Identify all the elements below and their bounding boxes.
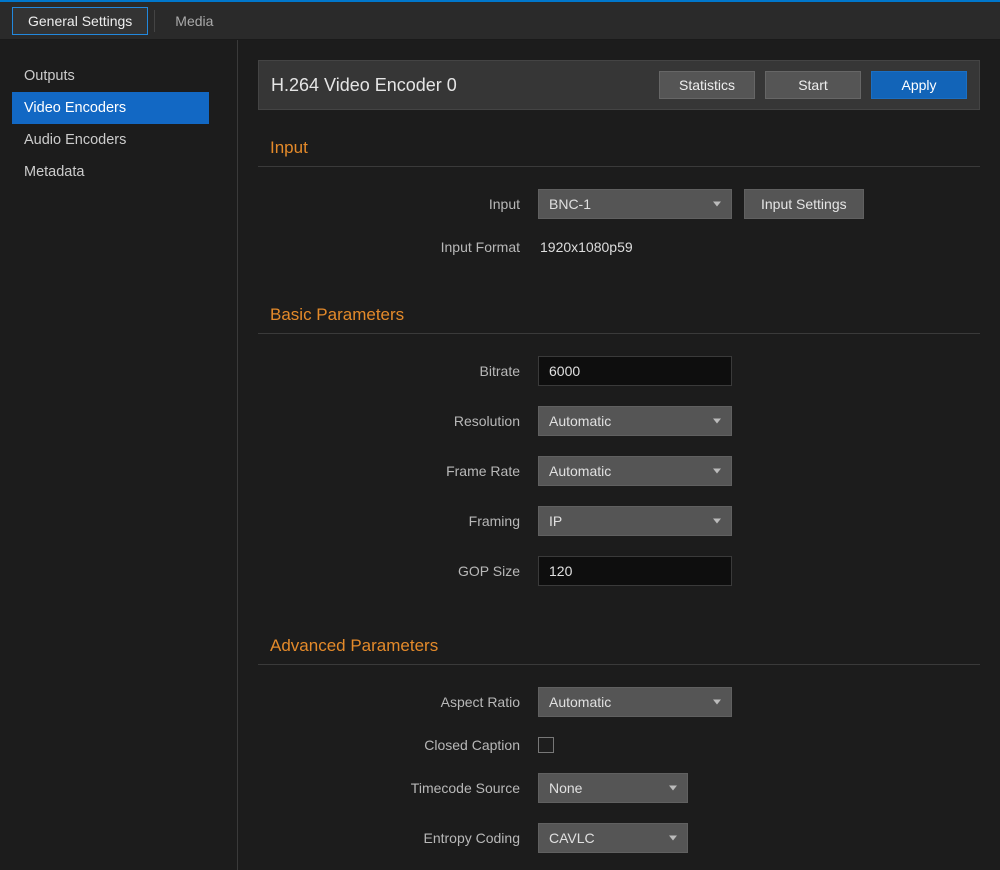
tab-general-settings[interactable]: General Settings <box>12 7 148 35</box>
label-aspect-ratio: Aspect Ratio <box>258 694 538 710</box>
select-resolution[interactable]: Automatic <box>538 406 732 436</box>
row-entropy-coding: Entropy Coding CAVLC <box>258 823 980 853</box>
sidebar-item-metadata[interactable]: Metadata <box>12 156 209 188</box>
sidebar-item-label: Outputs <box>24 68 75 84</box>
chevron-down-icon <box>713 469 721 474</box>
label-framing: Framing <box>258 513 538 529</box>
sidebar: Outputs Video Encoders Audio Encoders Me… <box>0 40 238 870</box>
start-button[interactable]: Start <box>765 71 861 99</box>
select-entropy-coding[interactable]: CAVLC <box>538 823 688 853</box>
select-input[interactable]: BNC-1 <box>538 189 732 219</box>
row-aspect-ratio: Aspect Ratio Automatic <box>258 687 980 717</box>
sidebar-item-label: Video Encoders <box>24 100 126 116</box>
row-timecode-source: Timecode Source None <box>258 773 980 803</box>
section-basic-parameters: Basic Parameters Bitrate Resolution Auto… <box>258 305 980 586</box>
section-advanced-parameters: Advanced Parameters Aspect Ratio Automat… <box>258 636 980 853</box>
select-value: Automatic <box>549 413 611 429</box>
apply-button[interactable]: Apply <box>871 71 967 99</box>
chevron-down-icon <box>713 700 721 705</box>
tab-media[interactable]: Media <box>159 7 229 35</box>
sidebar-item-audio-encoders[interactable]: Audio Encoders <box>12 124 209 156</box>
section-input: Input Input BNC-1 Input Settings Input F… <box>258 138 980 255</box>
select-framing[interactable]: IP <box>538 506 732 536</box>
button-label: Start <box>798 77 828 93</box>
main-content: H.264 Video Encoder 0 Statistics Start A… <box>238 40 1000 870</box>
top-tab-bar: General Settings Media <box>0 2 1000 40</box>
input-settings-button[interactable]: Input Settings <box>744 189 864 219</box>
label-gop-size: GOP Size <box>258 563 538 579</box>
select-value: IP <box>549 513 562 529</box>
label-frame-rate: Frame Rate <box>258 463 538 479</box>
value-input-format: 1920x1080p59 <box>538 239 633 255</box>
row-bitrate: Bitrate <box>258 356 980 386</box>
chevron-down-icon <box>713 202 721 207</box>
tab-label: Media <box>175 13 213 29</box>
select-value: CAVLC <box>549 830 595 846</box>
section-rule <box>258 333 980 334</box>
sidebar-item-label: Metadata <box>24 164 84 180</box>
sidebar-item-outputs[interactable]: Outputs <box>12 60 209 92</box>
row-gop-size: GOP Size <box>258 556 980 586</box>
sidebar-item-label: Audio Encoders <box>24 132 126 148</box>
page-title: H.264 Video Encoder 0 <box>271 75 649 96</box>
row-frame-rate: Frame Rate Automatic <box>258 456 980 486</box>
main-layout: Outputs Video Encoders Audio Encoders Me… <box>0 40 1000 870</box>
select-value: Automatic <box>549 694 611 710</box>
chevron-down-icon <box>713 419 721 424</box>
tab-label: General Settings <box>28 13 132 29</box>
select-value: None <box>549 780 582 796</box>
label-closed-caption: Closed Caption <box>258 737 538 753</box>
label-bitrate: Bitrate <box>258 363 538 379</box>
select-value: Automatic <box>549 463 611 479</box>
button-label: Apply <box>901 77 936 93</box>
section-rule <box>258 166 980 167</box>
button-label: Input Settings <box>761 196 847 212</box>
sidebar-item-video-encoders[interactable]: Video Encoders <box>12 92 209 124</box>
statistics-button[interactable]: Statistics <box>659 71 755 99</box>
select-value: BNC-1 <box>549 196 591 212</box>
row-resolution: Resolution Automatic <box>258 406 980 436</box>
section-title: Basic Parameters <box>270 305 980 333</box>
input-gop-size[interactable] <box>538 556 732 586</box>
checkbox-closed-caption[interactable] <box>538 737 554 753</box>
row-input: Input BNC-1 Input Settings <box>258 189 980 219</box>
row-input-format: Input Format 1920x1080p59 <box>258 239 980 255</box>
select-frame-rate[interactable]: Automatic <box>538 456 732 486</box>
label-timecode-source: Timecode Source <box>258 780 538 796</box>
chevron-down-icon <box>669 836 677 841</box>
section-title: Advanced Parameters <box>270 636 980 664</box>
page-header: H.264 Video Encoder 0 Statistics Start A… <box>258 60 980 110</box>
select-timecode-source[interactable]: None <box>538 773 688 803</box>
row-framing: Framing IP <box>258 506 980 536</box>
section-rule <box>258 664 980 665</box>
row-closed-caption: Closed Caption <box>258 737 980 753</box>
section-title: Input <box>270 138 980 166</box>
chevron-down-icon <box>669 786 677 791</box>
tab-separator <box>154 10 155 32</box>
chevron-down-icon <box>713 519 721 524</box>
select-aspect-ratio[interactable]: Automatic <box>538 687 732 717</box>
button-label: Statistics <box>679 77 735 93</box>
label-resolution: Resolution <box>258 413 538 429</box>
input-bitrate[interactable] <box>538 356 732 386</box>
label-input: Input <box>258 196 538 212</box>
label-input-format: Input Format <box>258 239 538 255</box>
label-entropy-coding: Entropy Coding <box>258 830 538 846</box>
